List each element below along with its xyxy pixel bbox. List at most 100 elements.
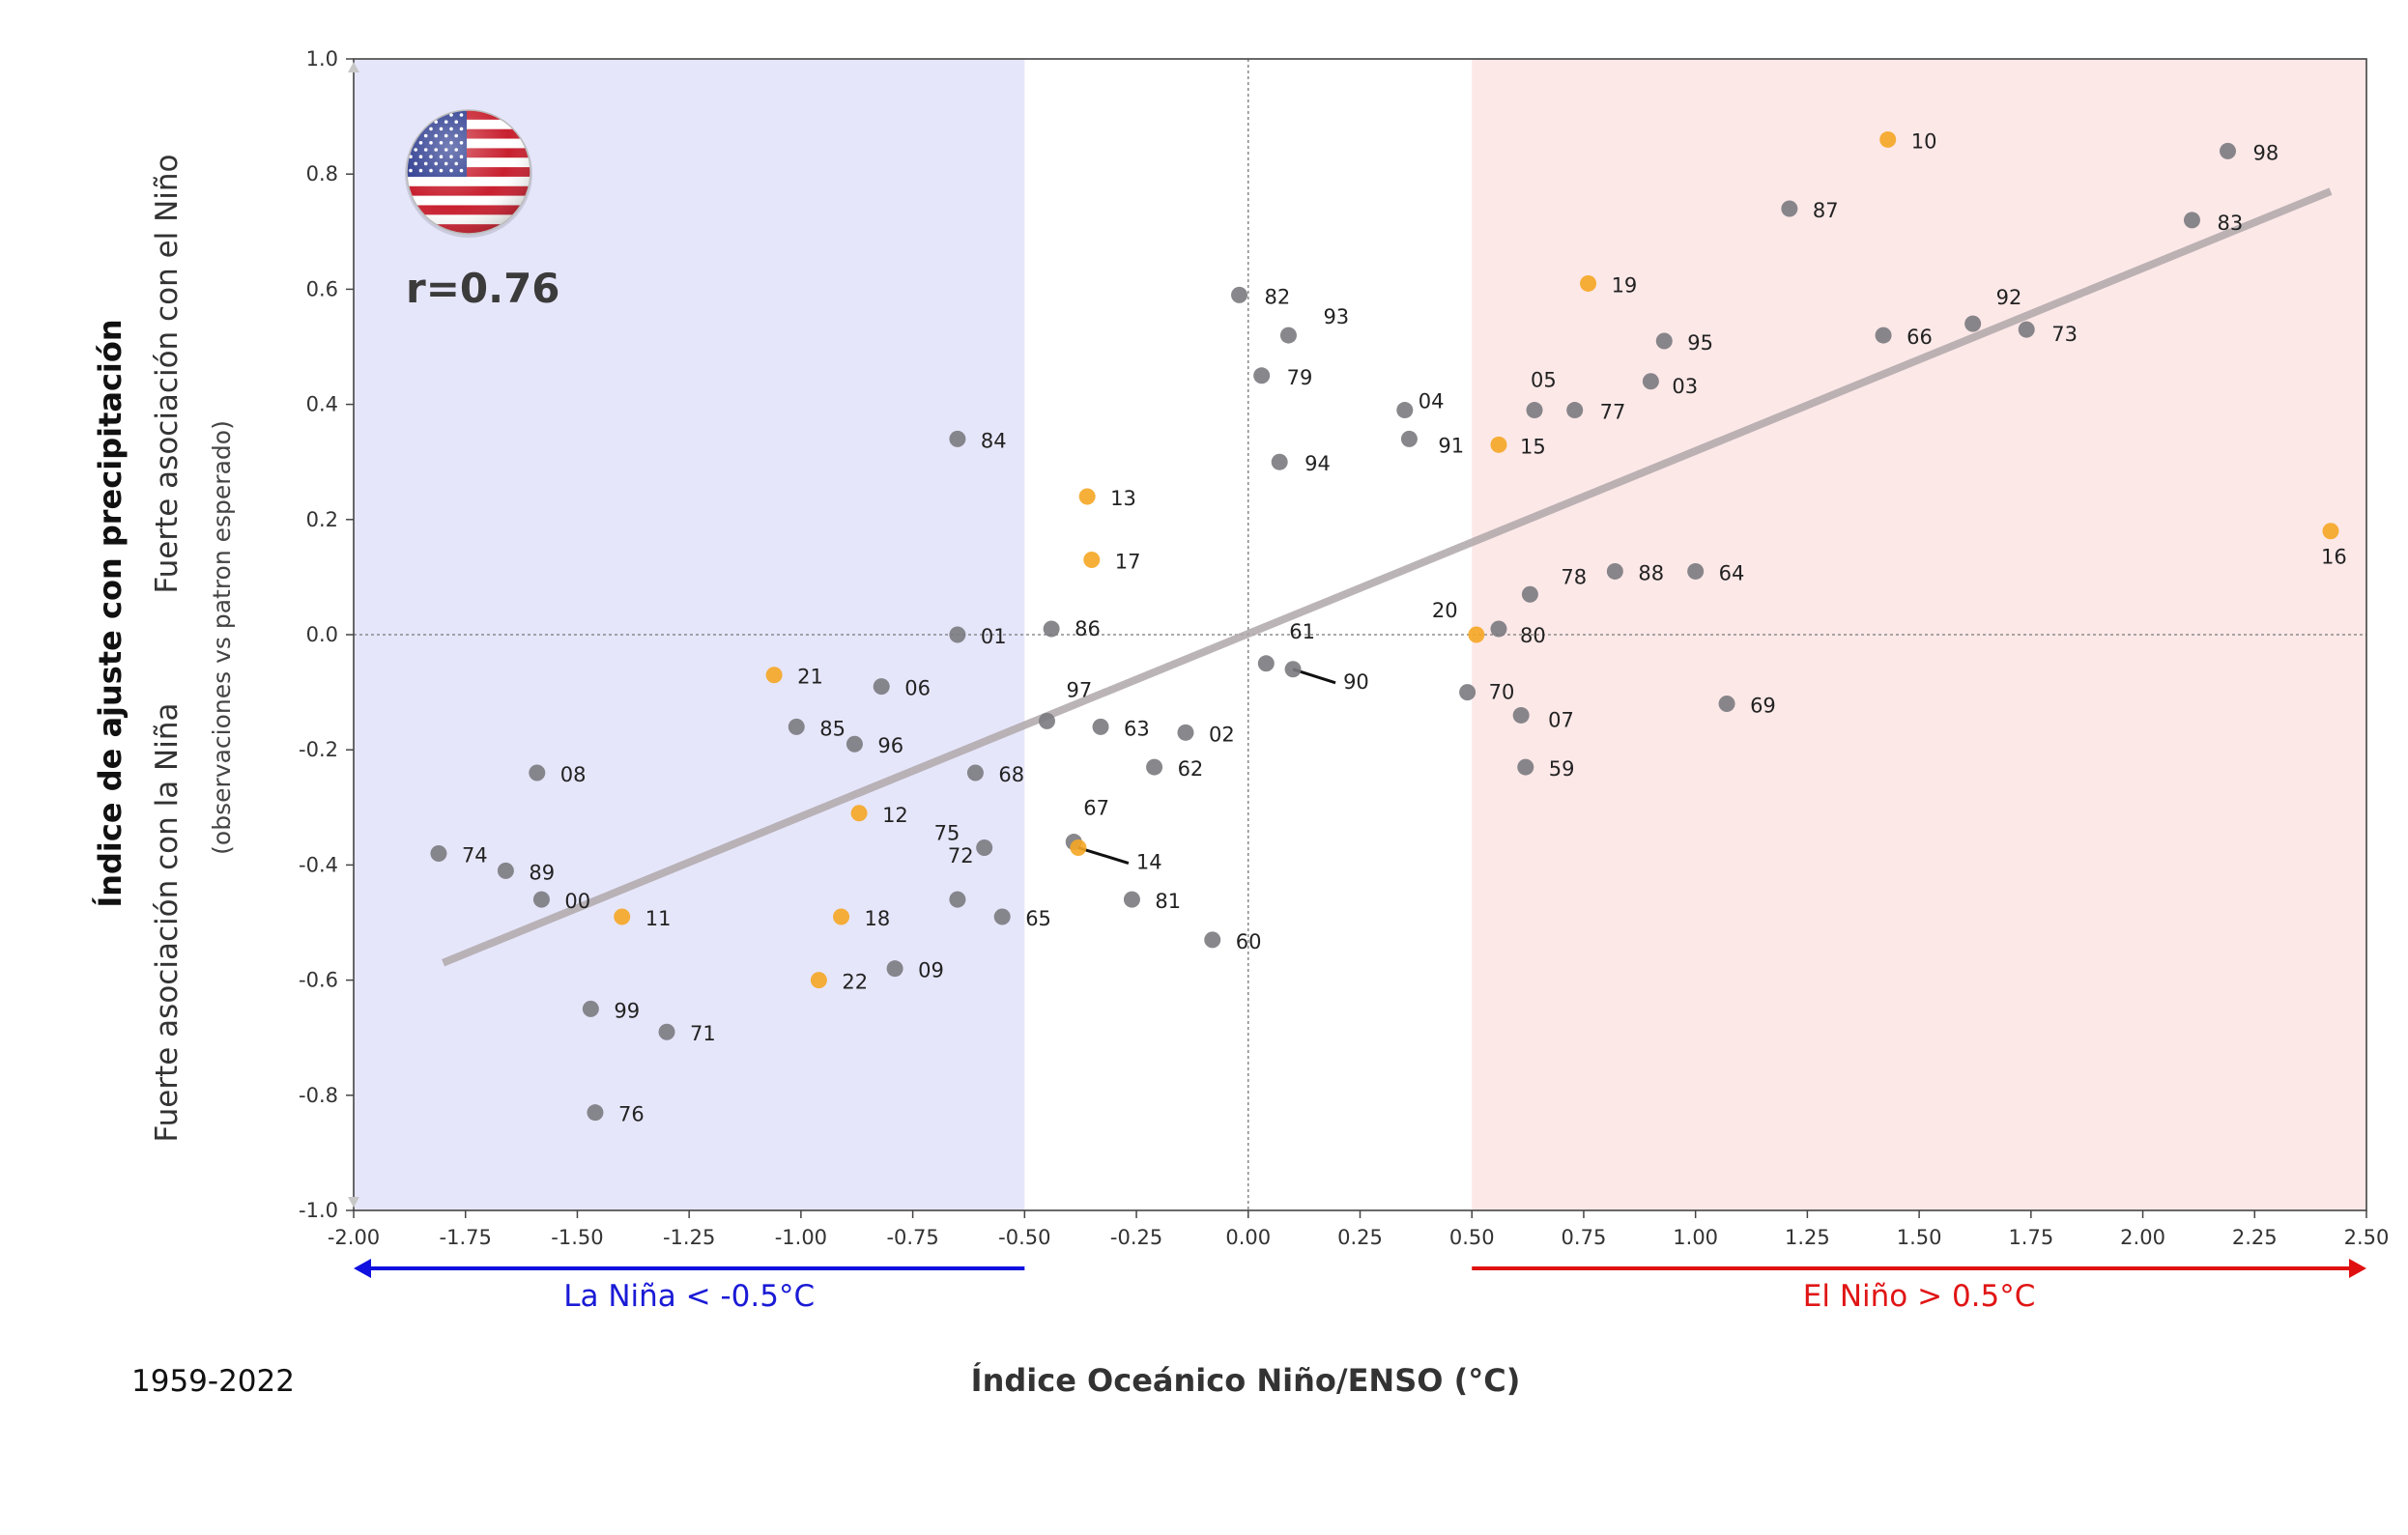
point-label-78: 78 <box>1561 565 1587 588</box>
x-axis-title: Índice Oceánico Niño/ENSO (°C) <box>971 1362 1521 1399</box>
point-85 <box>788 718 805 735</box>
point-label-93: 93 <box>1323 305 1349 328</box>
point-label-84: 84 <box>981 429 1007 452</box>
point-89 <box>497 862 514 879</box>
point-label-62: 62 <box>1178 757 1204 781</box>
y-axis-note: (observaciones vs patron esperado) <box>208 420 236 855</box>
trend-line <box>442 187 2333 967</box>
point-label-88: 88 <box>1638 561 1664 584</box>
x-tick-label: -0.50 <box>998 1226 1050 1249</box>
data-points: 10 98 87 83 19 82 92 73 66 93 95 79 03 05 77 04 84 91 15 94… <box>430 129 2347 1126</box>
y-axis-ticks: 1.0 0.8 0.6 0.4 0.2 0.0 -0.2 -0.4 -0.6 -0.8 -1.0 <box>299 47 354 1222</box>
el-nino-label: El Niño > 0.5°C <box>1803 1279 2036 1314</box>
point-label-69: 69 <box>1750 695 1776 718</box>
y-tick-label: 0.8 <box>306 162 338 185</box>
point-22 <box>810 972 827 989</box>
point-label-60: 60 <box>1236 930 1262 953</box>
point-label-72: 72 <box>948 844 974 867</box>
point-label-21: 21 <box>797 666 823 689</box>
point-label-74: 74 <box>462 843 488 867</box>
point-label-13: 13 <box>1110 487 1136 510</box>
regression-line <box>442 187 2333 967</box>
point-60 <box>1204 931 1221 949</box>
x-tick-label: 0.25 <box>1337 1226 1383 1249</box>
point-05 <box>1526 402 1543 419</box>
y-tick-label: -0.2 <box>299 738 338 761</box>
point-61 <box>1257 655 1275 672</box>
x-tick-label: 2.25 <box>2232 1226 2278 1249</box>
y-axis-top-marker <box>348 62 359 72</box>
y-tick-label: -0.8 <box>299 1084 338 1107</box>
point-14 <box>1070 839 1087 857</box>
point-91 <box>1400 430 1418 447</box>
point-label-91: 91 <box>1438 434 1464 457</box>
point-93 <box>1279 327 1297 344</box>
point-label-83: 83 <box>2217 212 2243 235</box>
point-label-99: 99 <box>614 999 640 1022</box>
point-16 <box>2322 523 2339 540</box>
point-04 <box>1396 402 1414 419</box>
point-64 <box>1687 562 1705 580</box>
x-tick-label: 0.00 <box>1225 1226 1271 1249</box>
point-label-86: 86 <box>1075 617 1101 640</box>
usa-flag-icon <box>405 109 532 238</box>
point-75 <box>976 839 993 857</box>
point-68 <box>966 764 984 782</box>
period-label: 1959-2022 <box>131 1364 295 1399</box>
point-96 <box>846 735 863 753</box>
point-19 <box>1580 274 1597 292</box>
correlation-label: r=0.76 <box>406 265 560 312</box>
point-label-90: 90 <box>1343 670 1369 694</box>
y-axis-lower-label: Fuerte asociación con la Niña <box>150 703 185 1143</box>
point-83 <box>2183 212 2200 229</box>
x-tick-label: 2.00 <box>2120 1226 2165 1249</box>
point-74 <box>430 844 447 862</box>
point-13 <box>1078 488 1096 505</box>
point-07 <box>1512 706 1530 724</box>
point-99 <box>582 1000 599 1017</box>
y-axis-upper-label: Fuerte asociación con el Niño <box>150 154 185 593</box>
point-21 <box>765 667 783 684</box>
point-label-85: 85 <box>819 717 846 740</box>
point-79 <box>1253 367 1271 384</box>
point-90 <box>1284 661 1302 678</box>
point-97 <box>1038 712 1055 729</box>
point-17 <box>1083 552 1101 569</box>
point-label-16: 16 <box>2321 546 2347 569</box>
point-label-15: 15 <box>1520 435 1546 458</box>
la-nina-label: La Niña < -0.5°C <box>563 1279 815 1314</box>
point-label-64: 64 <box>1719 561 1745 584</box>
point-label-82: 82 <box>1265 285 1291 308</box>
point-label-66: 66 <box>1906 326 1933 349</box>
point-label-95: 95 <box>1687 331 1713 355</box>
point-77 <box>1566 402 1584 419</box>
point-08 <box>529 764 546 782</box>
y-tick-label: 0.6 <box>306 277 338 300</box>
y-tick-label: 0.2 <box>306 508 338 531</box>
x-tick-label: -1.25 <box>663 1226 715 1249</box>
point-20 <box>1468 626 1485 643</box>
point-label-17: 17 <box>1115 551 1141 574</box>
point-70 <box>1459 684 1476 701</box>
point-73 <box>2018 321 2035 338</box>
point-label-79: 79 <box>1287 366 1313 389</box>
y-axis-bottom-marker <box>348 1197 359 1208</box>
el-nino-arrow-head <box>2349 1259 2366 1278</box>
point-label-61: 61 <box>1289 620 1315 643</box>
point-label-12: 12 <box>882 804 908 827</box>
point-15 <box>1490 436 1507 453</box>
point-72 <box>949 891 966 908</box>
point-label-08: 08 <box>560 763 587 786</box>
point-label-07: 07 <box>1548 708 1574 731</box>
point-label-05: 05 <box>1531 369 1557 392</box>
point-62 <box>1146 758 1163 776</box>
point-01 <box>949 626 966 643</box>
x-tick-label: -0.25 <box>1110 1226 1162 1249</box>
point-label-00: 00 <box>564 890 590 913</box>
point-88 <box>1606 562 1623 580</box>
point-11 <box>614 908 631 925</box>
y-tick-label: -0.4 <box>299 853 338 876</box>
point-69 <box>1718 696 1735 713</box>
point-76 <box>587 1104 604 1122</box>
